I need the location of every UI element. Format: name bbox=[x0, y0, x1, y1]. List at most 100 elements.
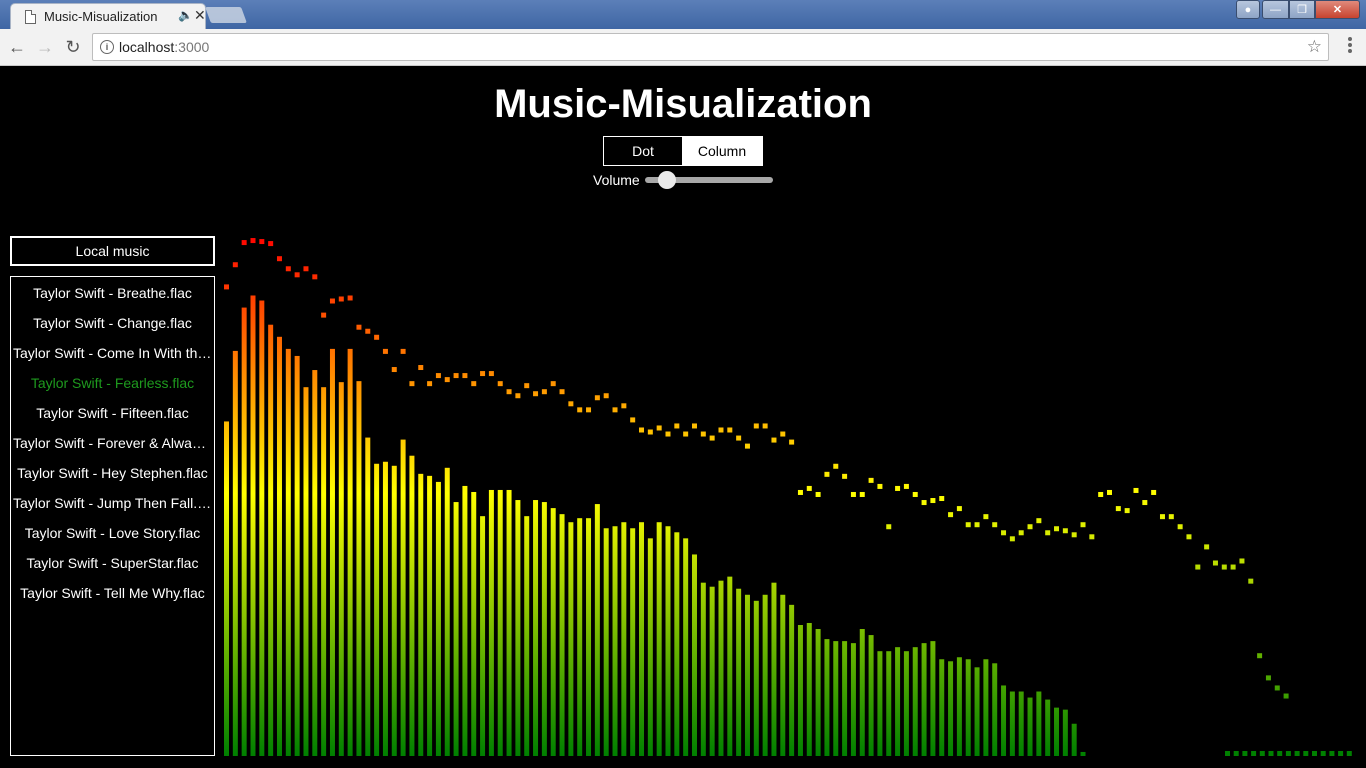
spectrum-bar bbox=[939, 659, 945, 756]
forward-arrow-icon[interactable]: → bbox=[36, 36, 54, 57]
url-text[interactable]: localhost:3000 bbox=[119, 39, 209, 55]
menu-dots-icon[interactable] bbox=[1348, 37, 1352, 55]
spectrum-bar bbox=[444, 467, 450, 756]
spectrum-bar bbox=[903, 651, 909, 756]
song-item[interactable]: Taylor Swift - Come In With the Rain.fla… bbox=[13, 345, 214, 361]
info-icon[interactable]: i bbox=[100, 40, 114, 54]
spectrum-peak bbox=[321, 312, 327, 318]
spectrum-peak bbox=[647, 429, 653, 435]
spectrum-bar bbox=[824, 639, 830, 756]
window-controls: ● — ❐ ✕ bbox=[1236, 0, 1360, 19]
column-mode-button[interactable]: Column bbox=[682, 137, 762, 165]
spectrum-peak bbox=[1277, 751, 1283, 756]
song-item[interactable]: Taylor Swift - SuperStar.flac bbox=[26, 555, 199, 571]
spectrum-bar bbox=[815, 629, 821, 756]
url-port: :3000 bbox=[174, 39, 210, 55]
spectrum-peak bbox=[347, 295, 353, 301]
bookmark-star-icon[interactable]: ☆ bbox=[1306, 37, 1322, 56]
spectrum-peak bbox=[691, 423, 697, 429]
spectrum-peak bbox=[939, 496, 945, 502]
spectrum-bar bbox=[921, 643, 927, 756]
close-window-button[interactable]: ✕ bbox=[1315, 0, 1360, 19]
spectrum-peak bbox=[1045, 530, 1051, 536]
spectrum-bar bbox=[453, 502, 459, 756]
spectrum-peak bbox=[789, 439, 795, 445]
spectrum-peak bbox=[639, 427, 645, 433]
spectrum-bar bbox=[577, 518, 583, 756]
spectrum-bar bbox=[744, 594, 750, 756]
spectrum-bar bbox=[639, 522, 645, 756]
address-bar[interactable]: i localhost:3000 ☆ bbox=[92, 33, 1329, 61]
song-item[interactable]: Taylor Swift - Forever & Always.flac bbox=[13, 435, 214, 451]
user-icon[interactable]: ● bbox=[1236, 0, 1260, 19]
restore-button[interactable]: ❐ bbox=[1289, 0, 1315, 19]
spectrum-peak bbox=[1124, 508, 1130, 514]
song-item[interactable]: Taylor Swift - Change.flac bbox=[33, 315, 192, 331]
spectrum-bar bbox=[250, 295, 256, 756]
local-music-button[interactable]: Local music bbox=[10, 236, 215, 266]
dot-mode-button[interactable]: Dot bbox=[604, 137, 682, 165]
spectrum-bar bbox=[232, 350, 238, 756]
new-tab-button[interactable] bbox=[205, 7, 247, 23]
spectrum-bar bbox=[780, 594, 786, 756]
page-icon bbox=[25, 10, 36, 24]
song-item[interactable]: Taylor Swift - Fifteen.flac bbox=[36, 405, 189, 421]
spectrum-bar bbox=[956, 657, 962, 756]
spectrum-peak bbox=[1283, 693, 1289, 699]
spectrum-peak bbox=[1294, 751, 1300, 756]
spectrum-peak bbox=[224, 284, 229, 290]
spectrum-peak bbox=[1225, 751, 1230, 756]
spectrum-peak bbox=[1204, 544, 1210, 550]
song-item[interactable]: Taylor Swift - Tell Me Why.flac bbox=[20, 585, 205, 601]
spectrum-peak bbox=[921, 500, 927, 506]
song-item[interactable]: Taylor Swift - Fearless.flac bbox=[30, 375, 195, 391]
spectrum-bar bbox=[347, 348, 353, 756]
song-item[interactable]: Taylor Swift - Jump Then Fall.flac bbox=[13, 495, 214, 511]
spectrum-peak bbox=[427, 381, 433, 387]
spectrum-peak bbox=[736, 435, 742, 441]
volume-slider[interactable] bbox=[645, 177, 773, 183]
spectrum-peak bbox=[868, 477, 874, 483]
spectrum-peak bbox=[1159, 514, 1165, 520]
spectrum-peak bbox=[488, 371, 494, 377]
spectrum-peak bbox=[400, 348, 406, 354]
spectrum-peak bbox=[806, 485, 812, 491]
spectrum-bar bbox=[533, 500, 539, 756]
spectrum-bar bbox=[877, 651, 883, 756]
speaker-icon[interactable]: 🔈 bbox=[178, 8, 193, 22]
page-title: Music-Misualization bbox=[494, 82, 872, 126]
minimize-button[interactable]: — bbox=[1262, 0, 1289, 19]
back-arrow-icon[interactable]: ← bbox=[8, 36, 26, 57]
spectrum-peak bbox=[480, 371, 486, 377]
spectrum-peak bbox=[780, 431, 786, 437]
tab-title: Music-Misualization bbox=[44, 9, 158, 24]
spectrum-peak bbox=[912, 491, 918, 497]
close-tab-icon[interactable]: ✕ bbox=[194, 7, 206, 23]
song-item[interactable]: Taylor Swift - Breathe.flac bbox=[33, 285, 192, 301]
spectrum-peak bbox=[356, 324, 362, 330]
song-item[interactable]: Taylor Swift - Hey Stephen.flac bbox=[17, 465, 208, 481]
spectrum-peak bbox=[259, 239, 265, 245]
song-item[interactable]: Taylor Swift - Love Story.flac bbox=[24, 525, 201, 541]
spectrum-peak bbox=[312, 274, 318, 280]
spectrum-peak bbox=[683, 431, 689, 437]
spectrum-bar bbox=[312, 370, 318, 756]
spectrum-peak bbox=[1168, 514, 1174, 520]
spectrum-peak bbox=[294, 272, 300, 278]
volume-slider-thumb[interactable] bbox=[658, 171, 677, 189]
spectrum-peak bbox=[753, 423, 759, 429]
spectrum-bar bbox=[674, 532, 680, 756]
spectrum-peak bbox=[382, 348, 388, 354]
reload-icon[interactable]: ↻ bbox=[65, 36, 81, 57]
spectrum-peak bbox=[444, 377, 450, 383]
spectrum-bar bbox=[356, 381, 362, 756]
spectrum-bar bbox=[1045, 699, 1051, 756]
browser-tab[interactable]: Music-Misualization 🔈 ✕ bbox=[10, 3, 206, 29]
spectrum-bar bbox=[665, 526, 671, 756]
spectrum-peak bbox=[541, 389, 547, 395]
spectrum-bar bbox=[797, 625, 803, 756]
spectrum-peak bbox=[1089, 534, 1095, 540]
spectrum-peak bbox=[285, 266, 291, 272]
spectrum-bar bbox=[948, 661, 954, 756]
spectrum-bar bbox=[515, 500, 521, 756]
